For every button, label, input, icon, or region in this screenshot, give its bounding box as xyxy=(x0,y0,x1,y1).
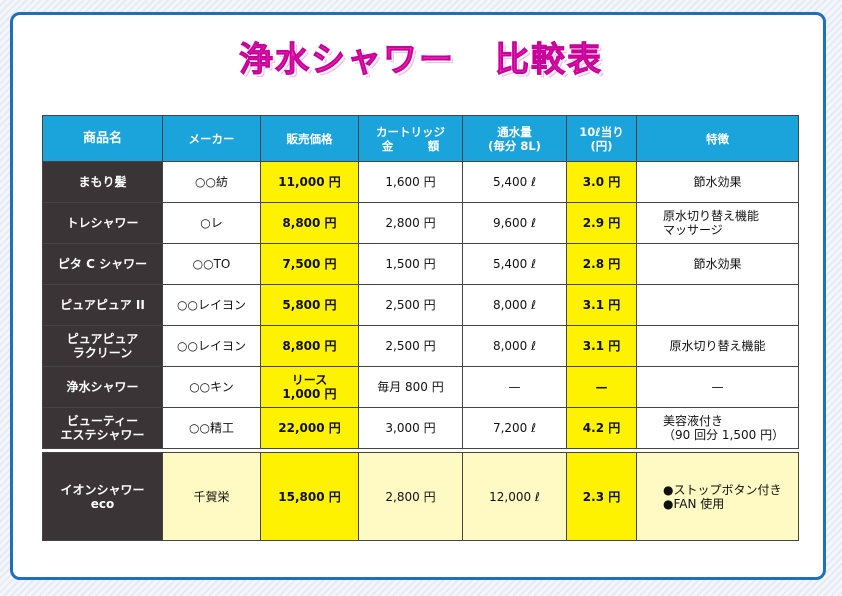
table-row: ピュアピュア ラクリーン ○○レイヨン 8,800 円 2,500 円 8,000… xyxy=(42,325,799,367)
cartridge-cell: 毎月 800 円 xyxy=(358,366,463,408)
highlight-row: イオンシャワー eco 千賀栄 15,800 円 2,800 円 12,000 ℓ… xyxy=(42,452,799,541)
table-row: ピタ C シャワー ○○TO 7,500 円 1,500 円 5,400 ℓ 2… xyxy=(42,243,799,285)
price-cell: 7,500 円 xyxy=(260,243,359,285)
product-name: ビューティー エステシャワー xyxy=(42,407,163,449)
price-cell: リース 1,000 円 xyxy=(260,366,359,408)
maker-cell: ○○キン xyxy=(162,366,261,408)
flow-cell: — xyxy=(462,366,567,408)
per10-cell: 2.9 円 xyxy=(566,202,637,244)
flow-cell: 5,400 ℓ xyxy=(462,243,567,285)
flow-cell: 7,200 ℓ xyxy=(462,407,567,449)
price-cell: 8,800 円 xyxy=(260,325,359,367)
flow-cell: 12,000 ℓ xyxy=(462,452,567,541)
cartridge-cell: 2,500 円 xyxy=(358,325,463,367)
feature-cell: 美容液付き （90 回分 1,500 円） xyxy=(636,407,799,449)
table-row: トレシャワー ○レ 8,800 円 2,800 円 9,600 ℓ 2.9 円 … xyxy=(42,202,799,244)
feature-cell: — xyxy=(636,366,799,408)
cartridge-cell: 1,600 円 xyxy=(358,161,463,203)
feature-cell: 節水効果 xyxy=(636,243,799,285)
per10-cell: — xyxy=(566,366,637,408)
title-sub: 比較表 xyxy=(495,39,603,80)
cartridge-cell: 2,800 円 xyxy=(358,452,463,541)
per10-cell: 3.0 円 xyxy=(566,161,637,203)
flow-cell: 8,000 ℓ xyxy=(462,284,567,326)
product-name: 浄水シャワー xyxy=(42,366,163,408)
feature-cell xyxy=(636,284,799,326)
product-name: ピタ C シャワー xyxy=(42,243,163,285)
per10-cell: 2.3 円 xyxy=(566,452,637,541)
maker-cell: ○レ xyxy=(162,202,261,244)
per10-cell: 3.1 円 xyxy=(566,284,637,326)
header-features: 特徴 xyxy=(636,115,799,162)
per10-cell: 4.2 円 xyxy=(566,407,637,449)
table-row: ピュアピュア II ○○レイヨン 5,800 円 2,500 円 8,000 ℓ… xyxy=(42,284,799,326)
flow-cell: 5,400 ℓ xyxy=(462,161,567,203)
feature-cell: 原水切り替え機能 xyxy=(636,325,799,367)
per10-cell: 2.8 円 xyxy=(566,243,637,285)
cartridge-cell: 2,500 円 xyxy=(358,284,463,326)
feature-cell: 節水効果 xyxy=(636,161,799,203)
maker-cell: ○○レイヨン xyxy=(162,284,261,326)
header-cartridge: カートリッジ金 額 xyxy=(358,115,463,162)
maker-cell: ○○精工 xyxy=(162,407,261,449)
maker-cell: 千賀栄 xyxy=(162,452,261,541)
comparison-table: 商品名 メーカー 販売価格 カートリッジ金 額 通水量 (毎分 8L) 10ℓ当り… xyxy=(42,115,799,541)
cartridge-cell: 3,000 円 xyxy=(358,407,463,449)
flow-cell: 9,600 ℓ xyxy=(462,202,567,244)
product-name: ピュアピュア II xyxy=(42,284,163,326)
product-name: イオンシャワー eco xyxy=(42,452,163,541)
maker-cell: ○○紡 xyxy=(162,161,261,203)
product-name: トレシャワー xyxy=(42,202,163,244)
price-cell: 11,000 円 xyxy=(260,161,359,203)
price-cell: 5,800 円 xyxy=(260,284,359,326)
product-name: ピュアピュア ラクリーン xyxy=(42,325,163,367)
page-title: 浄水シャワー 比較表 xyxy=(0,26,842,86)
header-flow: 通水量 (毎分 8L) xyxy=(462,115,567,162)
feature-cell: 原水切り替え機能 マッサージ xyxy=(636,202,799,244)
price-cell: 22,000 円 xyxy=(260,407,359,449)
feature-cell: ●ストップボタン付き ●FAN 使用 xyxy=(636,452,799,541)
per10-cell: 3.1 円 xyxy=(566,325,637,367)
header-per10: 10ℓ当り (円) xyxy=(566,115,637,162)
table-row: ビューティー エステシャワー ○○精工 22,000 円 3,000 円 7,20… xyxy=(42,407,799,449)
title-main: 浄水シャワー xyxy=(239,39,455,80)
table-row: まもり髪 ○○紡 11,000 円 1,600 円 5,400 ℓ 3.0 円 … xyxy=(42,161,799,203)
cartridge-cell: 2,800 円 xyxy=(358,202,463,244)
header-price: 販売価格 xyxy=(260,115,359,162)
header-maker: メーカー xyxy=(162,115,261,162)
maker-cell: ○○レイヨン xyxy=(162,325,261,367)
header-row: 商品名 メーカー 販売価格 カートリッジ金 額 通水量 (毎分 8L) 10ℓ当り… xyxy=(42,115,799,162)
price-cell: 8,800 円 xyxy=(260,202,359,244)
table-row: 浄水シャワー ○○キン リース 1,000 円 毎月 800 円 — — — xyxy=(42,366,799,408)
product-name: まもり髪 xyxy=(42,161,163,203)
maker-cell: ○○TO xyxy=(162,243,261,285)
price-cell: 15,800 円 xyxy=(260,452,359,541)
cartridge-cell: 1,500 円 xyxy=(358,243,463,285)
flow-cell: 8,000 ℓ xyxy=(462,325,567,367)
header-product-name: 商品名 xyxy=(42,115,163,162)
